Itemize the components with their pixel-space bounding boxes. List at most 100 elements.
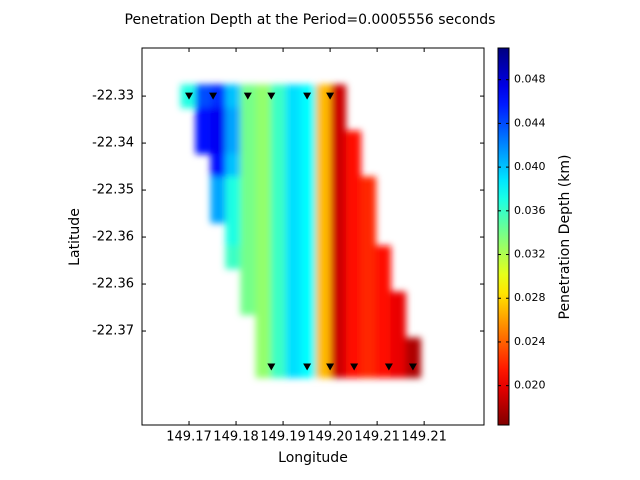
station-marker <box>408 363 417 371</box>
x-axis-label: Longitude <box>278 450 348 466</box>
heatmap-cell <box>285 107 302 132</box>
heatmap-cell <box>225 107 241 132</box>
station-marker <box>350 363 359 371</box>
heatmap-cell <box>270 176 287 201</box>
heatmap-cell <box>360 291 377 316</box>
y-tick-label: -22.35 <box>92 183 134 198</box>
station-marker <box>326 363 335 371</box>
heatmap-cell <box>285 153 302 178</box>
heatmap-cell <box>270 337 287 360</box>
heatmap-cell <box>330 176 347 201</box>
heatmap-cell <box>315 176 332 201</box>
heatmap-cell <box>360 314 377 339</box>
heatmap-cell <box>315 199 332 224</box>
heatmap-cell <box>240 291 257 316</box>
y-axis-label: Latitude <box>67 208 83 266</box>
heatmap-cell <box>210 107 226 132</box>
heatmap-cell <box>360 222 377 247</box>
heatmap-cell <box>315 84 332 109</box>
chart-title: Penetration Depth at the Period=0.000555… <box>125 12 496 28</box>
heatmap-cell <box>240 268 257 293</box>
heatmap-cell <box>375 314 392 339</box>
heatmap-cell <box>195 107 211 132</box>
heatmap-cell <box>285 291 302 316</box>
heatmap-cell <box>375 291 392 316</box>
heatmap-cell <box>315 130 332 155</box>
heatmap-cell <box>285 84 302 109</box>
heatmap-cell <box>210 176 226 201</box>
heatmap-cell <box>315 107 332 132</box>
heatmap-cell <box>270 291 287 316</box>
heatmap-cell <box>285 358 302 379</box>
heatmap-cell <box>300 153 317 178</box>
station-marker <box>185 92 194 100</box>
heatmap-cell <box>195 84 211 109</box>
colorbar-label: Penetration Depth (km) <box>557 155 573 320</box>
heatmap-cell <box>330 314 347 339</box>
x-tick-label: 149.20 <box>307 430 353 445</box>
heatmap-cell <box>270 358 287 379</box>
heatmap-cell <box>360 358 377 379</box>
heatmap-cell <box>240 153 257 178</box>
heatmap-cell <box>225 199 241 224</box>
plot-frame <box>141 47 485 426</box>
heatmap-cell <box>330 358 347 379</box>
heatmap-cell <box>255 84 272 109</box>
heatmap-cell <box>360 199 377 224</box>
heatmap-cell <box>405 337 422 360</box>
heatmap-cell <box>390 291 407 316</box>
heatmap-cell <box>285 245 302 270</box>
heatmap-cell <box>300 222 317 247</box>
heatmap-cell <box>240 176 257 201</box>
heatmap-cell <box>195 130 211 155</box>
heatmap-cell <box>360 176 377 201</box>
x-tick-label: 149.21 <box>354 430 400 445</box>
heatmap-cell <box>315 153 332 178</box>
heatmap-cell <box>345 199 362 224</box>
heatmap-cell <box>255 291 272 316</box>
colorbar-tick-label: 0.024 <box>514 335 546 348</box>
heatmap-cell <box>270 153 287 178</box>
heatmap-cell <box>300 337 317 360</box>
heatmap-cell <box>270 130 287 155</box>
heatmap-cell <box>390 337 407 360</box>
colorbar <box>497 47 510 426</box>
heatmap-cell <box>345 130 362 155</box>
heatmap-cell <box>285 176 302 201</box>
x-tick-label: 149.18 <box>213 430 259 445</box>
heatmap-image <box>180 84 422 379</box>
heatmap-cell <box>210 84 226 109</box>
heatmap-cell <box>330 199 347 224</box>
heatmap-cell <box>285 337 302 360</box>
heatmap-cell <box>255 245 272 270</box>
x-tick-label: 149.19 <box>260 430 306 445</box>
heatmap-cell <box>210 153 226 178</box>
y-tick-label: -22.36 <box>92 277 134 292</box>
heatmap-cell <box>300 176 317 201</box>
heatmap-cell <box>225 222 241 247</box>
heatmap-cell <box>375 268 392 293</box>
heatmap-cell <box>315 222 332 247</box>
heatmap-cell <box>345 245 362 270</box>
heatmap-cell <box>345 153 362 178</box>
station-marker <box>384 363 393 371</box>
colorbar-tick-label: 0.036 <box>514 204 546 217</box>
heatmap-cell <box>345 314 362 339</box>
heatmap-cell <box>285 222 302 247</box>
heatmap-cell <box>255 314 272 339</box>
heatmap-cell <box>360 337 377 360</box>
heatmap-cell <box>330 291 347 316</box>
heatmap-cell <box>285 199 302 224</box>
colorbar-tick-label: 0.048 <box>514 73 546 86</box>
heatmap-cell <box>315 291 332 316</box>
heatmap-cell <box>255 107 272 132</box>
heatmap-cell <box>330 153 347 178</box>
heatmap-cell <box>315 337 332 360</box>
heatmap-cell <box>240 245 257 270</box>
heatmap-cell <box>255 199 272 224</box>
heatmap-cell <box>270 314 287 339</box>
heatmap-cell <box>240 130 257 155</box>
x-tick-label: 149.17 <box>166 430 212 445</box>
heatmap-cell <box>390 314 407 339</box>
